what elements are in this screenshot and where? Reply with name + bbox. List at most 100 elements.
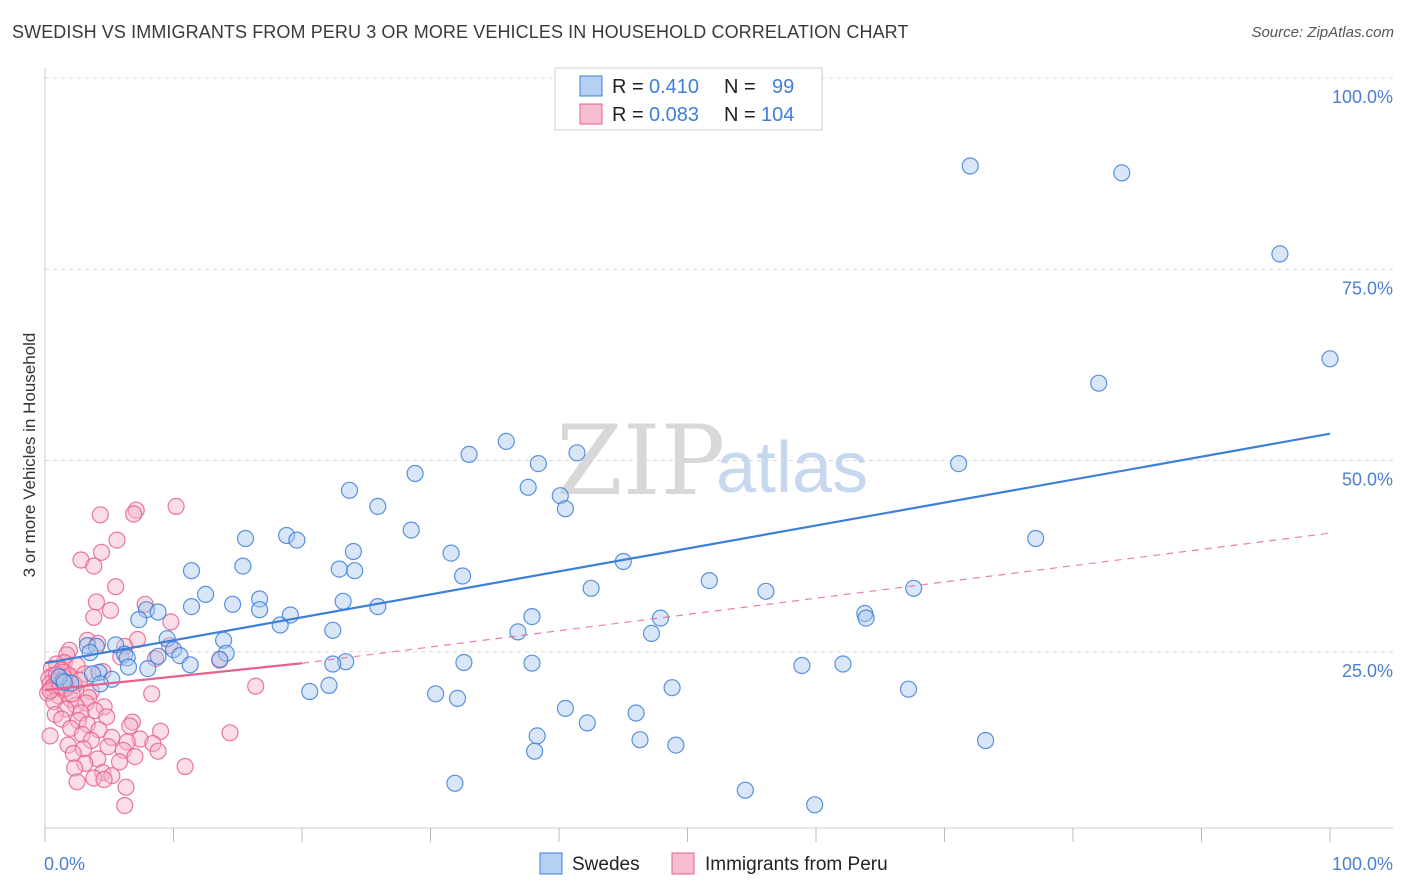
peru-trend-extension xyxy=(301,532,1331,664)
correlation-legend: R = 0.410 N = 99 R = 0.083 N = 104 xyxy=(554,67,823,131)
swedes-point xyxy=(1027,529,1045,548)
swedes-point xyxy=(181,656,199,674)
swedes-point xyxy=(330,560,348,578)
swedes-point xyxy=(278,526,296,545)
swedes-point xyxy=(340,481,359,499)
swedes-point xyxy=(288,531,306,549)
swedes-point xyxy=(324,655,342,673)
peru-point xyxy=(110,753,129,771)
peru-point xyxy=(131,730,149,748)
swedes-point xyxy=(976,731,995,750)
peru-point xyxy=(73,725,91,744)
swedes-point xyxy=(324,621,342,639)
swedes-point xyxy=(334,592,352,610)
swedes-point xyxy=(406,464,424,483)
swedes-point xyxy=(234,557,252,575)
swedes-point xyxy=(497,432,515,450)
swedes-point xyxy=(627,704,645,722)
peru-point xyxy=(76,754,94,773)
swedes-point xyxy=(528,727,546,745)
swedes-point xyxy=(523,607,541,626)
peru-point xyxy=(103,728,121,747)
peru-point xyxy=(167,497,185,515)
peru-point xyxy=(95,698,113,716)
swedes-point xyxy=(427,685,445,703)
swedes-point xyxy=(164,640,183,659)
swedes-point xyxy=(1090,374,1108,392)
swedes-point xyxy=(320,676,338,695)
swedes-point xyxy=(217,644,235,662)
y-tick-label-0: 25.0% xyxy=(1342,661,1393,681)
legend-r-label-peru: R = xyxy=(612,104,644,126)
peru-point xyxy=(53,710,71,728)
peru-point xyxy=(74,740,93,758)
swedes-point xyxy=(523,654,541,672)
peru-point xyxy=(121,717,139,735)
swedes-point xyxy=(525,742,544,760)
bottom-legend-peru: Immigrants from Peru xyxy=(705,854,888,875)
swedes-point xyxy=(651,609,670,627)
watermark-zip: ZIP xyxy=(556,405,725,517)
legend-r-label-swedes: R = xyxy=(612,76,644,98)
legend-n-value-peru: 104 xyxy=(761,104,794,126)
swedes-point xyxy=(55,673,73,692)
swedes-point xyxy=(460,445,478,463)
trend-lines xyxy=(44,432,1331,692)
swedes-point xyxy=(529,455,548,473)
swedes-point xyxy=(1271,245,1289,263)
x-ticks xyxy=(44,828,1331,842)
swedes-point xyxy=(81,643,99,662)
swedes-point xyxy=(301,682,319,701)
swedes-point xyxy=(455,653,473,672)
swedes-point xyxy=(197,585,215,604)
peru-point xyxy=(92,543,111,561)
peru-trend-line xyxy=(44,662,303,692)
peru-point xyxy=(68,773,86,791)
legend-n-label-peru: N = xyxy=(724,104,756,126)
legend-swatch-peru xyxy=(579,103,603,125)
legend-r-value-peru: 0.083 xyxy=(649,104,699,126)
watermark-atlas: atlas xyxy=(716,428,868,508)
peru-point xyxy=(221,724,239,742)
axes xyxy=(44,68,1393,829)
swedes-point xyxy=(119,658,138,676)
peru-point xyxy=(176,757,194,776)
peru-point xyxy=(125,505,143,523)
peru-point xyxy=(94,763,112,782)
peru-point xyxy=(149,742,167,760)
swedes-point xyxy=(509,623,527,641)
swedes-point xyxy=(454,567,472,585)
swedes-point xyxy=(905,579,923,597)
peru-point xyxy=(162,613,180,631)
swedes-point xyxy=(442,544,460,562)
swedes-point xyxy=(961,157,979,175)
swedes-point xyxy=(806,796,824,814)
swedes-point xyxy=(582,579,600,597)
swedes-point xyxy=(344,542,362,561)
peru-point xyxy=(247,677,265,695)
swedes-point xyxy=(369,597,387,616)
swedes-point xyxy=(857,609,875,627)
swedes-point xyxy=(700,571,718,590)
peru-point xyxy=(91,506,109,524)
y-tick-labels: 25.0% 50.0% 75.0% 100.0% xyxy=(1332,87,1393,681)
swedes-point xyxy=(663,679,681,697)
swedes-point xyxy=(757,582,775,600)
swedes-trend-line xyxy=(44,432,1331,665)
swedes-point xyxy=(118,649,136,667)
swedes-points xyxy=(50,157,1339,814)
y-axis-label: 3 or more Vehicles in Household xyxy=(20,333,39,578)
peru-point xyxy=(87,593,106,611)
peru-point xyxy=(95,770,113,789)
swedes-point xyxy=(182,597,201,616)
swedes-point xyxy=(556,500,575,518)
swedes-point xyxy=(149,603,167,621)
watermark: ZIP atlas xyxy=(556,405,868,517)
peru-point xyxy=(126,747,144,766)
peru-point xyxy=(101,601,120,620)
peru-point xyxy=(98,708,116,726)
peru-point xyxy=(118,733,136,751)
peru-point xyxy=(65,759,84,777)
swedes-point xyxy=(236,529,255,548)
